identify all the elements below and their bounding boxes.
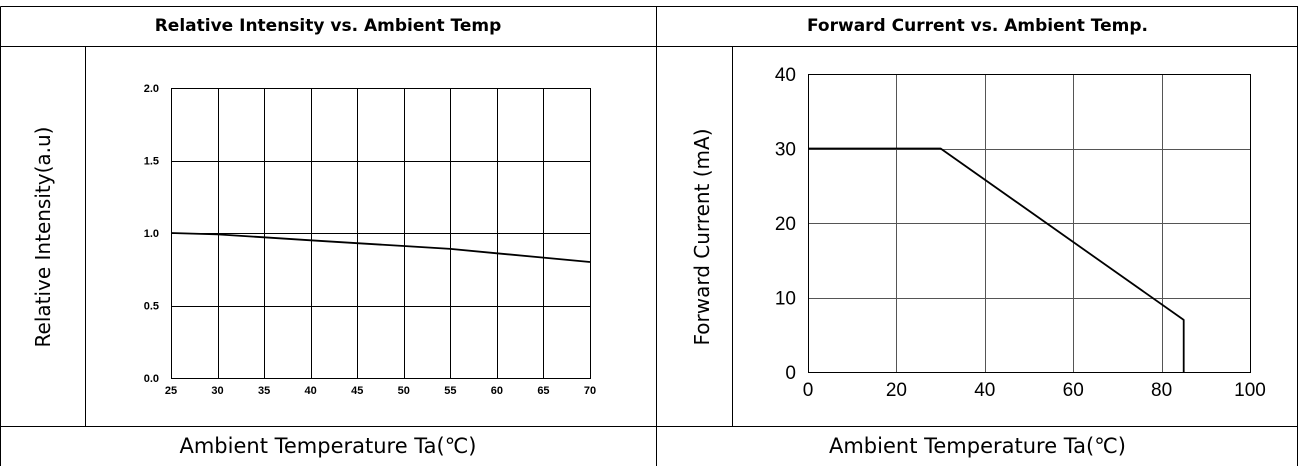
right-chart-y-tick-label: 10 — [775, 289, 796, 310]
left-chart-x-tick-label: 35 — [258, 385, 270, 397]
left-chart-y-tick-label: 2.0 — [144, 83, 159, 95]
right-chart-y-tick-label: 40 — [775, 65, 796, 86]
right-chart-x-tick-label: 80 — [1151, 380, 1172, 401]
right-chart-x-tick-label: 40 — [974, 380, 995, 401]
right-chart-x-tick-label: 20 — [886, 380, 907, 401]
right-chart-series-line — [808, 147, 1185, 372]
left-x-axis-label: Ambient Temperature Ta(℃) — [179, 434, 477, 458]
left-chart-x-tick-label: 65 — [537, 385, 549, 397]
left-chart-x-tick-label: 25 — [165, 385, 177, 397]
right-chart-x-tick-label: 0 — [803, 380, 814, 401]
left-chart-y-tick-label: 1.0 — [144, 228, 159, 240]
left-chart-y-tick-label: 1.5 — [144, 156, 159, 168]
right-chart-plot-border — [808, 74, 1251, 373]
right-chart-y-tick-label: 20 — [775, 214, 796, 235]
right-chart-y-tick-label: 0 — [785, 363, 796, 384]
left-chart-title: Relative Intensity vs. Ambient Temp — [154, 16, 502, 36]
left-chart-series-line — [170, 232, 591, 263]
left-chart-x-tick-label: 70 — [584, 385, 596, 397]
right-x-axis-label: Ambient Temperature Ta(℃) — [828, 434, 1126, 458]
left-chart-x-tick-label: 50 — [398, 385, 410, 397]
left-chart-x-tick-label: 40 — [305, 385, 317, 397]
left-chart-x-tick-label: 45 — [351, 385, 363, 397]
left-chart-y-tick-label: 0.5 — [144, 301, 159, 313]
right-chart-title: Forward Current vs. Ambient Temp. — [807, 16, 1148, 36]
left-chart-x-tick-label: 60 — [491, 385, 503, 397]
left-chart-x-tick-label: 55 — [444, 385, 456, 397]
left-chart-x-tick-label: 30 — [211, 385, 223, 397]
right-chart-y-tick-label: 30 — [775, 140, 796, 161]
left-chart-y-tick-label: 0.0 — [144, 373, 159, 385]
right-chart-x-tick-label: 60 — [1063, 380, 1084, 401]
right-chart-x-tick-label: 100 — [1234, 380, 1266, 401]
